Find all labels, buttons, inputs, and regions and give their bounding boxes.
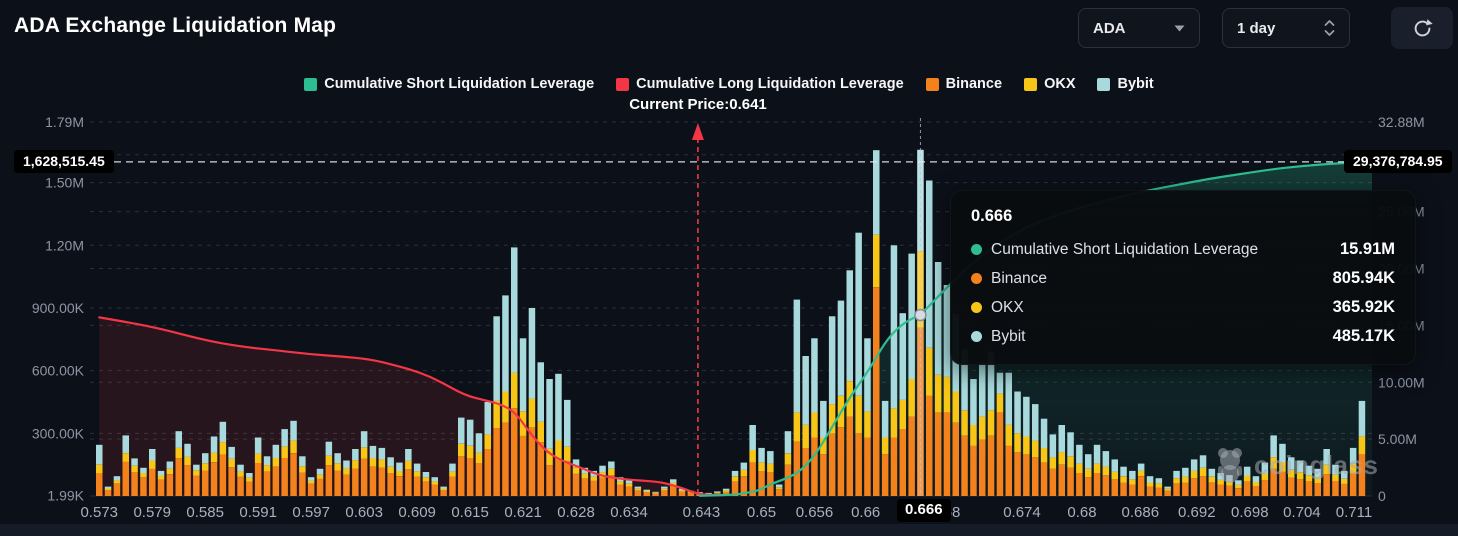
svg-text:0.615: 0.615 [451, 504, 489, 521]
long-liquidation-area [99, 317, 722, 496]
svg-text:0.711: 0.711 [1336, 504, 1372, 521]
svg-text:32.88M: 32.88M [1378, 114, 1425, 130]
tooltip-series-value: 365.92K [1332, 298, 1395, 316]
svg-text:0.698: 0.698 [1231, 504, 1269, 521]
svg-text:0.573: 0.573 [80, 504, 118, 521]
legend-swatch-icon [616, 77, 630, 91]
svg-text:300.00K: 300.00K [32, 425, 85, 441]
svg-text:0.591: 0.591 [239, 504, 277, 521]
tooltip-series-label: OKX [991, 298, 1024, 316]
legend-label: Cumulative Long Liquidation Leverage [636, 76, 904, 92]
svg-text:0.597: 0.597 [292, 504, 330, 521]
crosshair-left-value-pill: 1,628,515.45 [14, 150, 114, 174]
tooltip-row: Cumulative Short Liquidation Leverage 15.… [971, 240, 1395, 259]
legend-swatch-icon [304, 77, 318, 91]
svg-text:0.66: 0.66 [851, 504, 880, 521]
refresh-icon [1414, 18, 1433, 36]
liquidation-bars [96, 149, 1366, 497]
tooltip-series-label: Bybit [991, 327, 1026, 345]
svg-text:600.00K: 600.00K [32, 363, 85, 379]
current-price-label: Current Price:0.641 [629, 96, 767, 113]
hover-marker-dot [914, 308, 927, 322]
svg-text:0.674: 0.674 [1003, 504, 1041, 521]
legend-swatch-icon [1024, 77, 1038, 91]
tooltip-series-label: Cumulative Short Liquidation Leverage [991, 240, 1259, 258]
interval-select-value: 1 day [1237, 19, 1276, 37]
symbol-select[interactable]: ADA [1078, 8, 1200, 48]
svg-text:900.00K: 900.00K [32, 300, 85, 316]
svg-text:0.68: 0.68 [1067, 504, 1096, 521]
svg-text:0.603: 0.603 [345, 504, 383, 521]
crosshair-x-value-pill: 0.666 [897, 499, 951, 522]
legend-label: Binance [945, 76, 1003, 92]
refresh-button[interactable] [1391, 7, 1453, 49]
legend-label: Cumulative Short Liquidation Leverage [324, 76, 595, 92]
svg-text:0.686: 0.686 [1122, 504, 1160, 521]
svg-text:1.99K: 1.99K [47, 488, 84, 504]
tooltip-series-dot-icon [971, 244, 982, 255]
legend-swatch-icon [1097, 77, 1111, 91]
svg-text:0.704: 0.704 [1283, 504, 1321, 521]
svg-text:0.579: 0.579 [133, 504, 171, 521]
tooltip-series-label: Binance [991, 269, 1048, 287]
tooltip-row: Bybit 485.17K [971, 327, 1395, 346]
svg-text:0.634: 0.634 [610, 504, 648, 521]
tooltip-row: Binance 805.94K [971, 269, 1395, 288]
svg-text:0.65: 0.65 [747, 504, 776, 521]
tooltip-series-dot-icon [971, 302, 982, 313]
svg-text:0: 0 [1378, 488, 1386, 504]
svg-text:0.643: 0.643 [683, 504, 721, 521]
svg-text:10.00M: 10.00M [1378, 374, 1425, 390]
legend-item-binance[interactable]: Binance [925, 76, 1003, 92]
svg-text:0.585: 0.585 [186, 504, 224, 521]
svg-text:0.609: 0.609 [398, 504, 436, 521]
svg-text:1.50M: 1.50M [45, 175, 84, 191]
legend-item-okx[interactable]: OKX [1024, 76, 1075, 92]
svg-text:1.79M: 1.79M [45, 114, 84, 130]
svg-text:0.656: 0.656 [796, 504, 834, 521]
svg-text:1.20M: 1.20M [45, 237, 84, 253]
tooltip-series-value: 485.17K [1332, 327, 1395, 345]
page-title: ADA Exchange Liquidation Map [14, 14, 337, 37]
tooltip-series-dot-icon [971, 273, 982, 284]
tooltip-series-value: 15.91M [1339, 240, 1395, 258]
tooltip-row: OKX 365.92K [971, 298, 1395, 317]
chart-tooltip: 0.666 Cumulative Short Liquidation Lever… [950, 190, 1416, 365]
legend-label: Bybit [1117, 76, 1154, 92]
tooltip-title: 0.666 [971, 207, 1013, 225]
svg-text:0.621: 0.621 [504, 504, 542, 521]
stepper-chevrons-icon [1324, 20, 1335, 36]
crosshair-right-value-pill: 29,376,784.95 [1344, 150, 1452, 174]
interval-select[interactable]: 1 day [1222, 8, 1350, 48]
svg-text:0.692: 0.692 [1178, 504, 1216, 521]
legend-item-cumulative-short-liquidation-leverage[interactable]: Cumulative Short Liquidation Leverage [304, 76, 594, 92]
current-price-arrow-icon [691, 123, 704, 140]
svg-text:0.628: 0.628 [557, 504, 595, 521]
legend-item-cumulative-long-liquidation-leverage[interactable]: Cumulative Long Liquidation Leverage [616, 76, 904, 92]
chevron-down-icon [1174, 25, 1185, 31]
legend: Cumulative Short Liquidation Leverage Cum… [0, 76, 1458, 92]
legend-item-bybit[interactable]: Bybit [1097, 76, 1154, 92]
tooltip-series-value: 805.94K [1332, 269, 1395, 287]
svg-text:5.00M: 5.00M [1378, 431, 1417, 447]
legend-swatch-icon [925, 77, 939, 91]
tooltip-series-dot-icon [971, 331, 982, 342]
legend-label: OKX [1044, 76, 1076, 92]
symbol-select-value: ADA [1093, 19, 1126, 37]
long-liquidation-line [98, 316, 723, 497]
bottom-strip [0, 524, 1458, 536]
